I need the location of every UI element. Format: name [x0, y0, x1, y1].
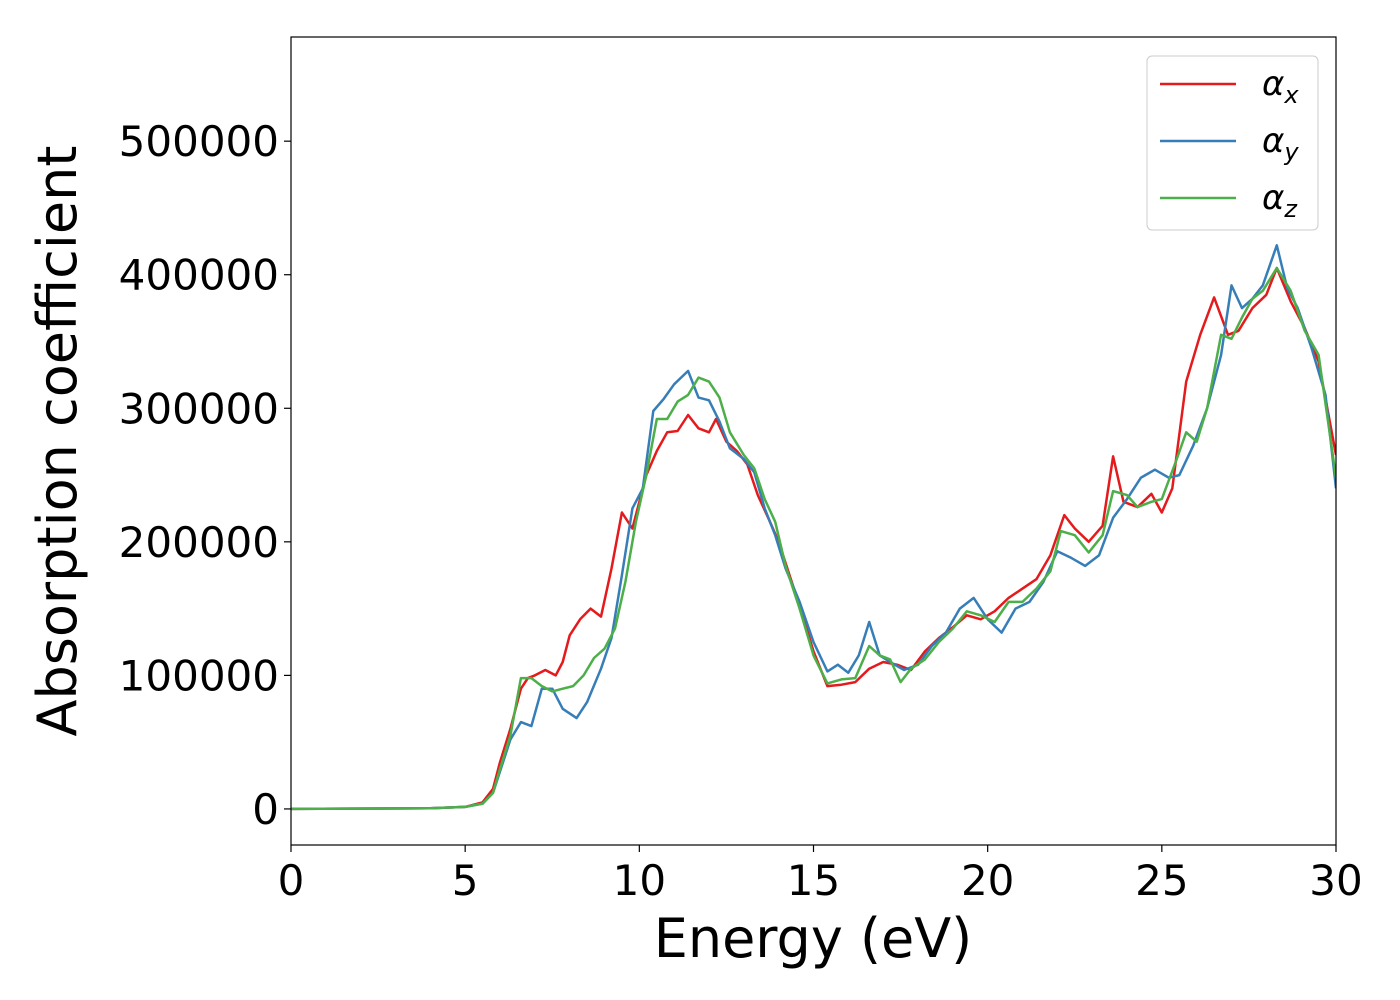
x-tick-label: 0: [278, 856, 305, 905]
x-tick-label: 20: [961, 856, 1014, 905]
legend-label: αz: [1262, 178, 1298, 223]
x-axis-ticks: 0 5 10 15 20 25 30: [278, 845, 1363, 905]
series-lines: [291, 244, 1336, 811]
y-tick-label: 500000: [119, 117, 279, 166]
series-line-2: [291, 244, 1336, 811]
y-tick-label: 100000: [119, 651, 279, 700]
legend-box: [1146, 55, 1319, 231]
x-tick-label: 5: [452, 856, 479, 905]
x-tick-label: 15: [787, 856, 840, 905]
series-line-3: [291, 266, 1336, 811]
x-axis-label: Energy (eV): [654, 907, 973, 970]
legend-label: αy: [1262, 121, 1299, 166]
y-tick-label: 300000: [119, 384, 279, 433]
y-axis-label: Absorption coefficient: [26, 146, 89, 737]
series-line-1: [291, 266, 1336, 811]
y-axis-ticks: 0 100000 200000 300000 400000 500000: [119, 117, 291, 834]
legend-label: αx: [1262, 64, 1299, 109]
x-tick-label: 25: [1135, 856, 1188, 905]
x-tick-label: 30: [1309, 856, 1362, 905]
y-tick-label: 400000: [119, 251, 279, 300]
x-tick-label: 10: [613, 856, 666, 905]
legend: αx αy αz: [1146, 55, 1319, 231]
y-tick-label: 0: [252, 785, 279, 834]
y-tick-label: 200000: [119, 518, 279, 567]
